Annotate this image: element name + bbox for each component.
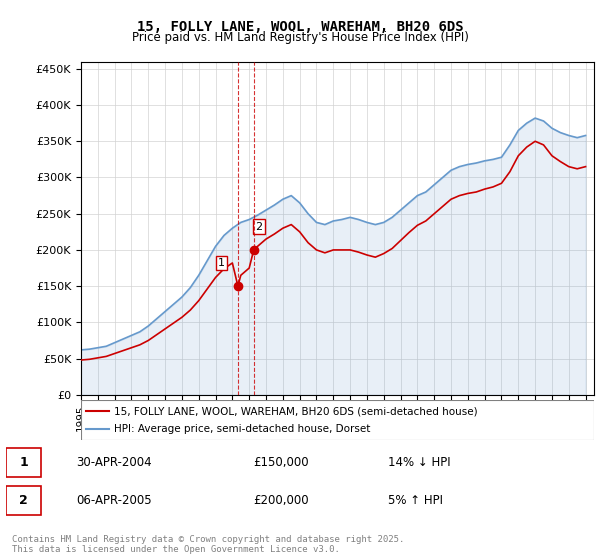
FancyBboxPatch shape bbox=[81, 400, 594, 440]
Text: 15, FOLLY LANE, WOOL, WAREHAM, BH20 6DS: 15, FOLLY LANE, WOOL, WAREHAM, BH20 6DS bbox=[137, 20, 463, 34]
Text: HPI: Average price, semi-detached house, Dorset: HPI: Average price, semi-detached house,… bbox=[115, 423, 371, 433]
Text: Price paid vs. HM Land Registry's House Price Index (HPI): Price paid vs. HM Land Registry's House … bbox=[131, 31, 469, 44]
Text: 1: 1 bbox=[19, 456, 28, 469]
Text: Contains HM Land Registry data © Crown copyright and database right 2025.
This d: Contains HM Land Registry data © Crown c… bbox=[12, 535, 404, 554]
Text: £200,000: £200,000 bbox=[253, 494, 308, 507]
Text: 15, FOLLY LANE, WOOL, WAREHAM, BH20 6DS (semi-detached house): 15, FOLLY LANE, WOOL, WAREHAM, BH20 6DS … bbox=[115, 407, 478, 417]
FancyBboxPatch shape bbox=[6, 448, 41, 477]
Text: 30-APR-2004: 30-APR-2004 bbox=[77, 456, 152, 469]
Text: 2: 2 bbox=[19, 494, 28, 507]
FancyBboxPatch shape bbox=[6, 486, 41, 515]
Text: £150,000: £150,000 bbox=[253, 456, 308, 469]
Text: 1: 1 bbox=[218, 258, 225, 268]
Text: 2: 2 bbox=[256, 222, 263, 232]
Text: 14% ↓ HPI: 14% ↓ HPI bbox=[388, 456, 451, 469]
Text: 5% ↑ HPI: 5% ↑ HPI bbox=[388, 494, 443, 507]
Text: 06-APR-2005: 06-APR-2005 bbox=[77, 494, 152, 507]
